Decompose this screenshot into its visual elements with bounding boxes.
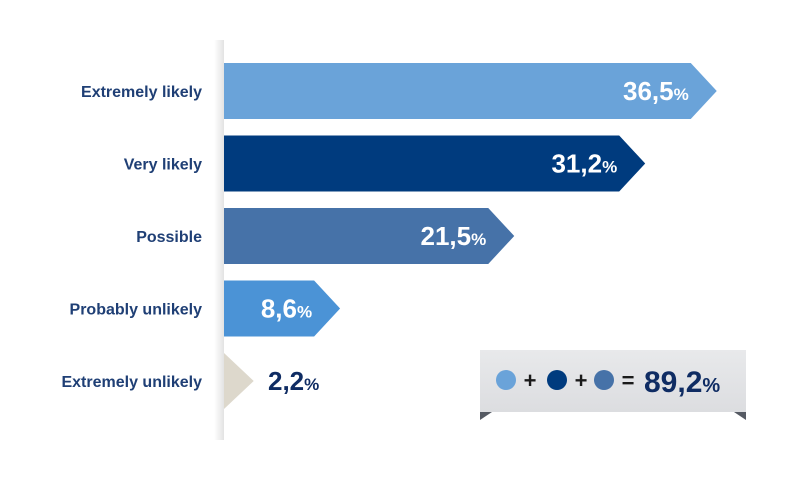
value-label: 2,2%: [268, 366, 319, 396]
value-unit: %: [602, 158, 617, 177]
summary-total-value: 89,2: [644, 366, 702, 399]
summary-box: + + = 89,2%: [480, 350, 746, 420]
value-number: 31,2: [551, 149, 602, 179]
summary-dot-1: [496, 370, 516, 390]
value-unit: %: [297, 303, 312, 322]
category-label: Probably unlikely: [70, 302, 203, 319]
category-label: Possible: [136, 229, 202, 246]
value-number: 8,6: [261, 294, 297, 324]
summary-equals: =: [622, 368, 635, 393]
value-label: 36,5%: [623, 76, 689, 106]
bar: [224, 280, 341, 337]
bar: [224, 63, 717, 119]
value-unit: %: [674, 85, 689, 104]
summary-total: 89,2%: [644, 366, 720, 399]
bar: [224, 208, 515, 264]
bar: [224, 353, 254, 409]
value-number: 2,2: [268, 366, 304, 396]
bars-layer: Extremely likely 36,5% Very likely 31,2% Pos…: [61, 63, 717, 409]
summary-total-unit: %: [702, 375, 720, 397]
category-label: Very likely: [124, 157, 202, 174]
category-label: Extremely unlikely: [61, 374, 202, 391]
summary-right-foot: [734, 412, 746, 420]
value-unit: %: [471, 230, 486, 249]
summary-dot-3: [594, 370, 614, 390]
value-label: 31,2%: [551, 149, 617, 179]
value-label: 21,5%: [421, 221, 487, 251]
bar: [224, 135, 646, 192]
axis-shadow: [214, 40, 224, 440]
summary-plus-2: +: [575, 368, 588, 393]
value-number: 36,5: [623, 76, 674, 106]
value-label: 8,6%: [261, 294, 312, 324]
summary-plus-1: +: [524, 368, 537, 393]
value-unit: %: [304, 375, 319, 394]
value-number: 21,5: [421, 221, 472, 251]
summary-left-foot: [480, 412, 492, 420]
category-label: Extremely likely: [81, 84, 202, 101]
summary-dot-2: [547, 370, 567, 390]
